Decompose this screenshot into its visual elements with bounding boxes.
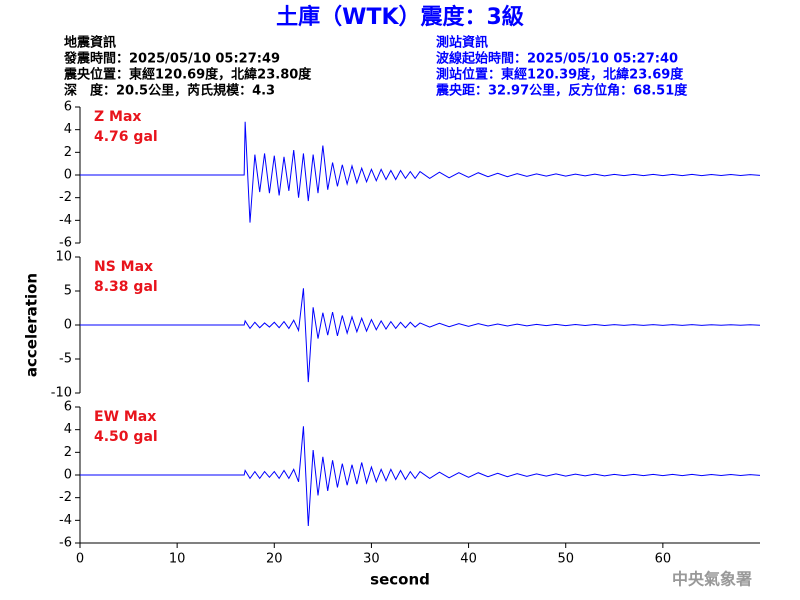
info-text: 震央距：32.97公里，反方位角：68.51度 [435, 83, 688, 99]
waveform [80, 288, 761, 383]
x-tick-label: 40 [460, 552, 477, 567]
y-tick-label: 10 [55, 250, 72, 265]
footer: 中央氣象署 [672, 570, 752, 589]
waveform [80, 121, 761, 223]
annotation: 4.76 gal [94, 129, 158, 145]
annotation: 4.50 gal [94, 429, 158, 445]
y-tick-label: -4 [59, 213, 72, 228]
y-tick-label: 0 [64, 168, 72, 183]
y-tick-label: 0 [64, 468, 72, 483]
y-tick-label: -2 [59, 190, 72, 205]
x-tick-label: 30 [363, 552, 380, 567]
y-tick-label: -6 [59, 236, 72, 251]
y-tick-label: 2 [64, 445, 72, 460]
y-axis-label: acceleration [23, 273, 41, 377]
y-tick-label: 4 [64, 122, 72, 137]
annotation: EW Max [94, 409, 156, 425]
y-tick-label: 6 [64, 400, 72, 415]
info-text: 深 度：20.5公里，芮氏規模：4.3 [64, 83, 275, 99]
y-tick-label: -6 [59, 536, 72, 551]
x-tick-label: 0 [76, 552, 84, 567]
y-tick-label: -10 [51, 386, 72, 401]
x-tick-label: 10 [169, 552, 186, 567]
x-tick-label: 50 [557, 552, 574, 567]
y-tick-label: 6 [64, 100, 72, 115]
y-tick-label: -2 [59, 490, 72, 505]
info-text: 發震時間：2025/05/10 05:27:49 [63, 51, 280, 67]
y-tick-label: 5 [64, 284, 72, 299]
annotation: Z Max [94, 109, 141, 125]
info-text: 地震資訊 [64, 35, 116, 51]
x-axis-label: second [370, 571, 430, 589]
waveform [80, 426, 761, 527]
y-tick-label: 2 [64, 145, 72, 160]
info-text: 測站位置：東經120.39度，北緯23.69度 [436, 67, 684, 83]
info-text: 震央位置：東經120.69度，北緯23.80度 [63, 67, 312, 83]
info-text: 測站資訊 [436, 35, 488, 51]
info-text: 波線起始時間：2025/05/10 05:27:40 [436, 51, 678, 67]
annotation: 8.38 gal [94, 279, 158, 295]
x-tick-label: 60 [655, 552, 672, 567]
y-tick-label: 0 [64, 318, 72, 333]
y-tick-label: 4 [64, 422, 72, 437]
annotation: NS Max [94, 259, 153, 275]
title: 土庫（WTK）震度：3級 [276, 4, 524, 30]
x-tick-label: 20 [266, 552, 283, 567]
y-tick-label: -4 [59, 513, 72, 528]
y-tick-label: -5 [59, 352, 72, 367]
